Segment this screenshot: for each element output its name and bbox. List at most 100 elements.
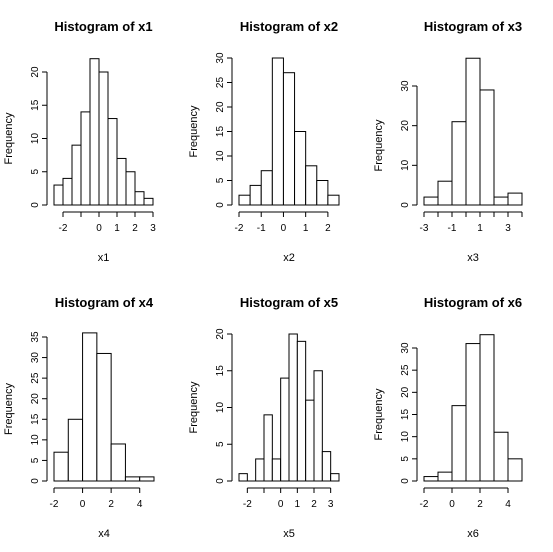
histogram-bar [305, 165, 318, 206]
y-tick-label: 25 [215, 77, 226, 89]
histogram-bar [143, 197, 154, 206]
x-axis-label: x5 [283, 528, 295, 540]
x-tick-label: 2 [311, 499, 317, 510]
chart-title: Histogram of x5 [240, 295, 338, 310]
x-tick-label: 1 [477, 223, 483, 234]
x-tick-label: 1 [114, 223, 120, 234]
histogram-bar [305, 399, 315, 482]
histogram-bar [465, 343, 481, 482]
x-tick-label: -2 [420, 499, 429, 510]
y-tick-label: 10 [30, 133, 41, 145]
histogram-bar [71, 144, 82, 206]
histogram-bar [238, 473, 248, 482]
histogram-bar [316, 180, 329, 206]
y-tick-label: 25 [400, 364, 411, 376]
y-tick-label: 30 [215, 52, 226, 64]
histogram-bar [330, 473, 340, 482]
y-tick-label: 5 [215, 177, 226, 183]
y-tick-label: 0 [400, 478, 411, 484]
y-tick-label: 20 [400, 120, 411, 132]
histogram-bar [263, 414, 273, 482]
histogram-bar [437, 471, 453, 482]
y-tick-label: 30 [400, 342, 411, 354]
y-axis-label: Frequency [3, 383, 15, 435]
histogram-bar [139, 476, 155, 482]
histogram-bar [493, 431, 509, 482]
chart-title: Histogram of x4 [55, 295, 154, 310]
y-axis-label: Frequency [373, 119, 385, 171]
histogram-bar [67, 418, 84, 482]
y-tick-label: 0 [30, 478, 41, 484]
y-tick-label: 35 [30, 331, 41, 343]
y-axis-label: Frequency [188, 381, 200, 433]
y-tick-label: 10 [400, 431, 411, 443]
histogram-bar [53, 451, 69, 482]
histogram-panel-2: Histogram of x2-2 -1 0 1 2051015202530x2Freq… [188, 19, 340, 264]
x-tick-label: 3 [505, 223, 511, 234]
y-tick-label: 15 [215, 126, 226, 138]
y-tick-label: 30 [30, 352, 41, 364]
y-tick-label: 0 [215, 478, 226, 484]
chart-title: Histogram of x3 [424, 19, 522, 34]
x-tick-label: 2 [325, 223, 331, 234]
histogram-bar [107, 118, 118, 206]
histogram-bar [53, 184, 64, 206]
x-tick-label: 0 [96, 223, 102, 234]
histogram-bar [110, 443, 126, 482]
x-tick-label: 2 [477, 499, 483, 510]
x-tick-label: -1 [257, 223, 266, 234]
x-tick-label: -3 [420, 223, 429, 234]
y-tick-label: 20 [215, 101, 226, 113]
y-tick-label: 0 [30, 202, 41, 208]
histogram-bar [465, 57, 481, 206]
y-tick-label: 0 [400, 202, 411, 208]
histogram-bar [507, 192, 523, 206]
histogram-bar [271, 57, 284, 206]
y-tick-label: 0 [215, 202, 226, 208]
x-tick-label: 3 [150, 223, 156, 234]
histogram-bar [255, 458, 265, 482]
histogram-bar [116, 157, 127, 206]
histogram-bar [80, 111, 91, 206]
histogram-bar [296, 340, 307, 482]
x-tick-label: 0 [278, 499, 284, 510]
y-tick-label: 15 [400, 409, 411, 421]
histogram-bar [451, 405, 467, 482]
y-tick-label: 20 [30, 66, 41, 78]
y-tick-label: 10 [400, 159, 411, 171]
histogram-bar [98, 71, 109, 206]
chart-title: Histogram of x2 [240, 19, 338, 34]
x-axis-label: x3 [467, 252, 479, 264]
histogram-bar [479, 334, 495, 482]
histogram-bar [507, 458, 523, 482]
x-tick-label: -2 [59, 223, 68, 234]
histogram-bar [260, 170, 273, 206]
histogram-bar [125, 171, 136, 206]
y-axis-label: Frequency [3, 112, 15, 164]
x-tick-label: -2 [243, 499, 252, 510]
histogram-panel-1: Histogram of x1 -2 0 1 2 3 0 5 10 15 20 x1 Frequency [3, 19, 156, 264]
histogram-panel-6: Histogram of x6 -2 0 2 4 0 5 10 15 20 25 30 x6 Freque… [373, 295, 523, 540]
y-tick-label: 20 [215, 328, 226, 340]
y-tick-label: 5 [215, 441, 226, 447]
y-tick-label: 15 [215, 365, 226, 377]
histogram-bar [321, 451, 332, 482]
y-axis-label: Frequency [373, 388, 385, 440]
histogram-bar [313, 370, 323, 482]
x-tick-label: 1 [303, 223, 309, 234]
x-tick-label: 4 [505, 499, 511, 510]
histogram-bar [89, 58, 100, 206]
histogram-bar [288, 333, 298, 482]
x-tick-label: 0 [281, 223, 287, 234]
histogram-bar [327, 194, 340, 206]
y-tick-label: 5 [30, 457, 41, 463]
histogram-bar [62, 177, 73, 206]
histogram-bar [493, 196, 509, 206]
x-axis-label: x2 [283, 252, 295, 264]
y-tick-label: 20 [400, 386, 411, 398]
histogram-bar [238, 194, 251, 206]
chart-title: Histogram of x1 [54, 19, 152, 34]
